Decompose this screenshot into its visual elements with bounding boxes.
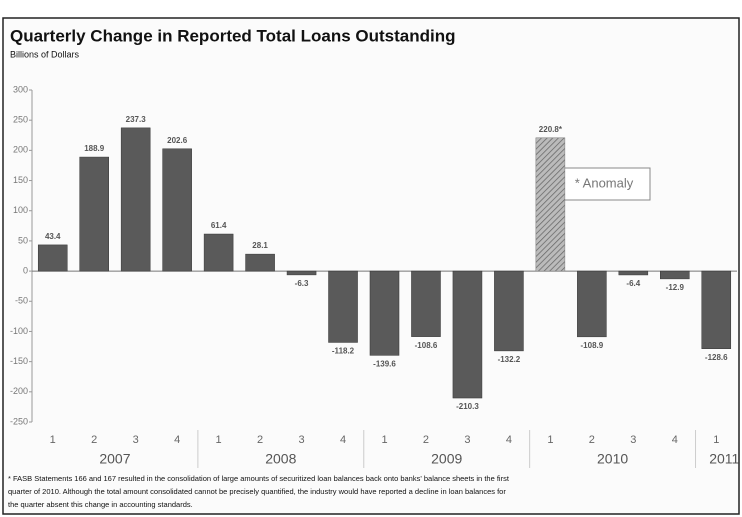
bar <box>618 270 649 276</box>
x-tick-label: 3 <box>630 434 636 446</box>
x-tick-label: 4 <box>672 434 678 446</box>
y-tick-label: -200 <box>10 386 28 396</box>
y-tick-label: -100 <box>10 326 28 336</box>
x-tick-label: 3 <box>133 434 139 446</box>
value-label: 43.4 <box>45 232 61 241</box>
footnote: quarter of 2010. Although the total amou… <box>8 487 506 496</box>
bar <box>203 233 234 272</box>
y-tick-label: 150 <box>13 175 28 185</box>
value-label: 220.8* <box>539 125 563 134</box>
y-tick-label: 50 <box>18 235 28 245</box>
x-tick-label: 1 <box>713 434 719 446</box>
value-label: 237.3 <box>126 115 147 124</box>
value-label: -6.4 <box>626 279 640 288</box>
x-tick-label: 2 <box>91 434 97 446</box>
chart-title: Quarterly Change in Reported Total Loans… <box>10 26 456 45</box>
x-tick-label: 1 <box>216 434 222 446</box>
x-tick-label: 2 <box>423 434 429 446</box>
x-tick-label: 3 <box>464 434 470 446</box>
annotation-box <box>557 167 651 201</box>
y-tick-label: 200 <box>13 145 28 155</box>
bar <box>535 137 566 272</box>
bar <box>245 253 275 272</box>
y-tick-label: -150 <box>10 356 28 366</box>
year-label: 2010 <box>597 451 628 467</box>
bar <box>162 148 192 272</box>
x-tick-label: 4 <box>340 434 346 446</box>
bar <box>120 127 151 272</box>
bar <box>494 270 524 352</box>
y-tick-label: 100 <box>13 205 28 215</box>
bar <box>37 244 68 272</box>
value-label: 61.4 <box>211 221 227 230</box>
bar <box>328 270 358 343</box>
y-tick-label: 300 <box>13 84 28 94</box>
chart-subtitle: Billions of Dollars <box>10 49 80 59</box>
year-label: 2009 <box>431 451 462 467</box>
value-label: -12.9 <box>666 283 685 292</box>
bar <box>79 156 109 272</box>
year-label: 2008 <box>265 451 296 467</box>
value-label: -210.3 <box>456 402 479 411</box>
value-label: 202.6 <box>167 136 188 145</box>
y-tick-label: 250 <box>13 115 28 125</box>
year-label: 2011 <box>709 451 739 467</box>
value-label: -118.2 <box>332 347 355 356</box>
footnote: the quarter absent this change in accoun… <box>8 500 193 509</box>
x-tick-label: 4 <box>506 434 512 446</box>
value-label: -139.6 <box>373 359 396 368</box>
bar <box>577 270 607 338</box>
x-tick-label: 1 <box>547 434 553 446</box>
year-label: 2007 <box>99 451 130 467</box>
value-label: 28.1 <box>252 241 268 250</box>
bar <box>701 270 732 349</box>
bar <box>411 270 441 337</box>
footnote: * FASB Statements 166 and 167 resulted i… <box>8 474 510 483</box>
value-label: -108.9 <box>581 341 604 350</box>
frame <box>2 17 740 515</box>
bar <box>660 270 690 280</box>
value-label: -108.6 <box>415 341 438 350</box>
value-label: 188.9 <box>84 144 105 153</box>
x-tick-label: 2 <box>257 434 263 446</box>
value-label: -6.3 <box>295 279 309 288</box>
bar <box>286 270 317 276</box>
bar <box>452 270 483 399</box>
value-label: -128.6 <box>705 353 728 362</box>
bar <box>369 270 400 356</box>
y-tick-label: -50 <box>15 296 28 306</box>
x-tick-label: 4 <box>174 434 180 446</box>
x-tick-label: 1 <box>50 434 56 446</box>
y-tick-label: 0 <box>23 265 28 275</box>
annotation: * Anomaly <box>575 175 634 190</box>
x-tick-label: 2 <box>589 434 595 446</box>
x-tick-label: 3 <box>298 434 304 446</box>
y-tick-label: -250 <box>10 416 28 426</box>
value-label: -132.2 <box>498 355 521 364</box>
x-tick-label: 1 <box>381 434 387 446</box>
